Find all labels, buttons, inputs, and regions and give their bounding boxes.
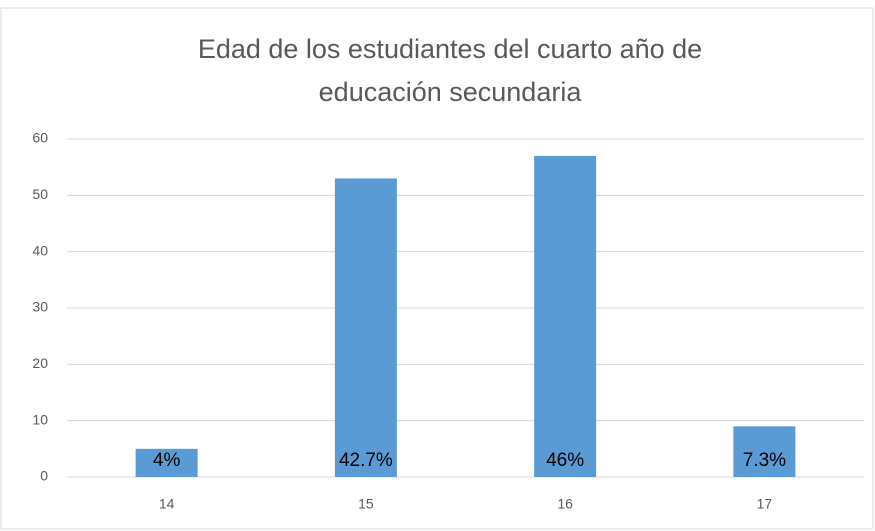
y-tick-label: 30 bbox=[32, 299, 48, 315]
value-label: 4% bbox=[153, 450, 181, 471]
bar bbox=[135, 448, 198, 477]
y-tick-label: 50 bbox=[32, 186, 48, 202]
value-label: 46% bbox=[546, 450, 584, 471]
y-tick-label: 60 bbox=[32, 130, 48, 146]
chart-title: Edad de los estudiantes del cuarto año d… bbox=[197, 34, 703, 107]
y-tick-label: 40 bbox=[32, 242, 48, 258]
x-tick-label: 15 bbox=[358, 496, 374, 512]
bar bbox=[334, 178, 397, 477]
chart-border bbox=[0, 7, 874, 530]
value-label: 7.3% bbox=[743, 450, 786, 471]
x-tick-label: 14 bbox=[159, 496, 175, 512]
x-tick-label: 16 bbox=[557, 496, 573, 512]
x-tick-label: 17 bbox=[757, 496, 773, 512]
bar bbox=[733, 426, 796, 477]
bar bbox=[534, 155, 597, 477]
y-tick-label: 20 bbox=[32, 355, 48, 371]
y-tick-label: 0 bbox=[40, 468, 48, 484]
value-label: 42.7% bbox=[339, 450, 393, 471]
y-tick-label: 10 bbox=[32, 411, 48, 427]
